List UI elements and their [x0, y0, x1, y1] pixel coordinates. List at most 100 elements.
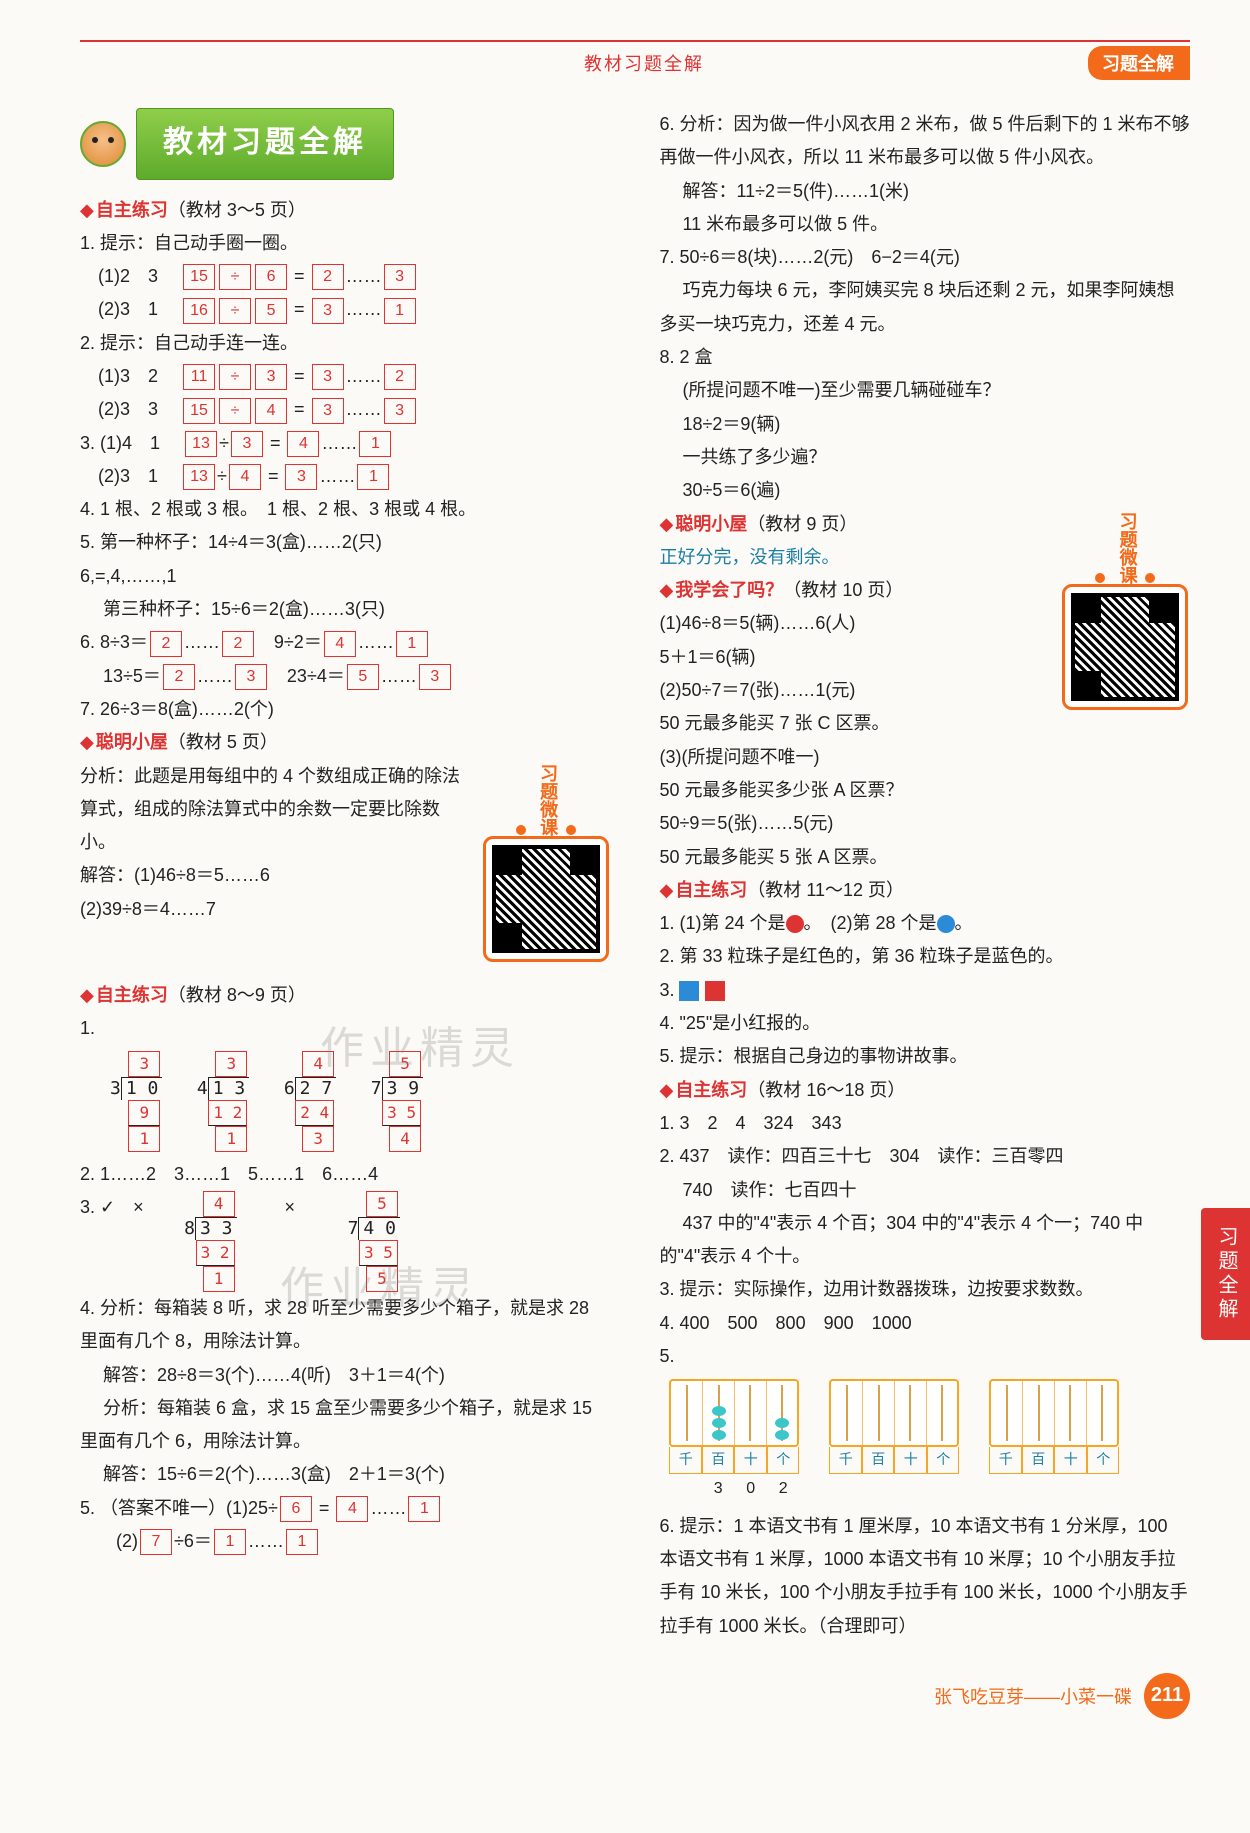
wx7: 50÷9＝5(张)……5(元)	[659, 807, 1190, 840]
long-division: 462 72 43	[279, 1051, 336, 1152]
q5-pre: 5. （答案不唯一）(1)25÷	[80, 1498, 278, 1518]
box: 1	[384, 298, 416, 324]
box: 3	[312, 398, 344, 424]
box: 15	[183, 264, 215, 290]
q1-2-pre: (2)3 1	[98, 299, 176, 319]
q6a2-pre: 9÷2＝	[256, 632, 322, 652]
q4d: 解答：15÷6＝2(个)……3(盒) 2＋1＝3(个)	[80, 1458, 611, 1491]
q6a-pre: 6. 8÷3＝	[80, 632, 148, 652]
long-division: 574 03 55	[343, 1191, 400, 1292]
box: 13	[183, 464, 215, 490]
qr-label: 习题微课	[1110, 512, 1143, 584]
box: 1	[408, 1496, 440, 1522]
q3-1-pre: 3. (1)4 1	[80, 433, 178, 453]
q2line: 2. 1……2 3……1 5……1 6……4	[80, 1158, 611, 1191]
page-main-title: 教材习题全解	[136, 108, 394, 180]
r-q7b: 巧克力每块 6 元，李阿姨买完 8 块后还剩 2 元，如果李阿姨想多买一块巧克力…	[659, 274, 1190, 341]
box: ÷	[219, 364, 251, 390]
wx6: 50 元最多能买多少张 A 区票？	[659, 774, 1190, 807]
q4: 4. 1 根、2 根或 3 根。 1 根、2 根、3 根或 4 根。	[80, 493, 611, 526]
box: 11	[183, 364, 215, 390]
q2-intro: 2. 提示：自己动手连一连。	[80, 327, 611, 360]
box: 3	[384, 264, 416, 290]
r-q6a: 6. 分析：因为做一件小风衣用 2 米布，做 5 件后剩下的 1 米布不够再做一…	[659, 108, 1190, 175]
box: 2	[312, 264, 344, 290]
y4: 4. 400 500 800 900 1000	[659, 1307, 1190, 1340]
title-bar: 教材习题全解	[80, 108, 611, 180]
long-division: 483 33 21	[180, 1191, 237, 1292]
q7: 7. 26÷3＝8(盒)……2(个)	[80, 693, 611, 726]
sec-zizhu-2-ref: （教材 8～9 页）	[168, 985, 306, 1005]
box: 4	[324, 631, 356, 657]
q6b2-pre: 23÷4＝	[269, 666, 345, 686]
q6b-pre: 13÷5＝	[80, 666, 161, 686]
sec-zizhu-1-ref: （教材 3～5 页）	[168, 200, 306, 220]
sec-congming-2: 聪明小屋	[675, 514, 747, 534]
box: 1	[214, 1529, 246, 1555]
box: 3	[312, 364, 344, 390]
blue-circle-icon	[937, 915, 955, 933]
sec-woxue-ref: （教材 10 页）	[783, 580, 903, 600]
sec-zizhu-2: 自主练习	[96, 985, 168, 1005]
box: 2	[222, 631, 254, 657]
box: 5	[347, 664, 379, 690]
q3-pre: 3. ✓ ×	[80, 1191, 162, 1224]
q1-intro: 1. 提示：自己动手圈一圈。	[80, 227, 611, 260]
qr-block-right: 习题微课	[1060, 512, 1190, 721]
q5a: 5. 第一种杯子：14÷4＝3(盒)……2(只)	[80, 526, 611, 559]
r-q6b: 解答：11÷2＝5(件)……1(米)	[659, 175, 1190, 208]
abacus: 千百十个	[829, 1379, 959, 1503]
long-division: 331 091	[110, 1051, 162, 1152]
q3-mid: ×	[267, 1191, 314, 1292]
qr-code-icon	[1071, 593, 1179, 701]
box: ÷	[219, 398, 251, 424]
r-q8b: (所提问题不唯一)至少需要几辆碰碰车？	[659, 374, 1190, 407]
q2-1-pre: (1)3 2	[98, 366, 176, 386]
q1-1-pre: (1)2 3	[98, 266, 176, 286]
box: ÷	[219, 298, 251, 324]
box: 13	[185, 431, 217, 457]
box: 4	[336, 1496, 368, 1522]
y6: 6. 提示：1 本语文书有 1 厘米厚，10 本语文书有 1 分米厚，100 本…	[659, 1510, 1190, 1643]
r-q8a: 8. 2 盒	[659, 341, 1190, 374]
q4a: 4. 分析：每箱装 8 听，求 28 听至少需要多少个箱子，就是求 28 里面有…	[80, 1292, 611, 1359]
q4c: 分析：每箱装 6 盒，求 15 盒至少需要多少个箱子，就是求 15 里面有几个 …	[80, 1392, 611, 1459]
z1a: 1. (1)第 24 个是	[659, 913, 785, 933]
long-division-row: 331 091341 31 21462 72 43573 93 54	[110, 1051, 611, 1152]
footer-proverb: 张飞吃豆芽——小菜一碟	[934, 1683, 1132, 1709]
long-division: 341 31 21	[192, 1051, 249, 1152]
header-center: 教材习题全解	[200, 50, 1088, 76]
sec-congming-1: 聪明小屋	[96, 732, 168, 752]
face-icon	[80, 121, 126, 167]
y3: 3. 提示：实际操作，边用计数器拨珠，边按要求数数。	[659, 1273, 1190, 1306]
footer: 张飞吃豆芽——小菜一碟 211	[80, 1673, 1190, 1719]
long-division-row-2: 483 33 21 × 574 03 55	[180, 1191, 400, 1292]
q5b: 6,=,4,……,1	[80, 560, 611, 593]
box: 6	[280, 1496, 312, 1522]
box: 3	[384, 398, 416, 424]
q5-2-mid: ÷6＝	[174, 1531, 212, 1551]
y2c: 437 中的"4"表示 4 个百；304 中的"4"表示 4 个一；740 中的…	[659, 1207, 1190, 1274]
box: 3	[312, 298, 344, 324]
sec-zizhu-4-ref: （教材 16～18 页）	[747, 1080, 905, 1100]
side-tab: 习题全解	[1201, 1208, 1250, 1340]
q3-2-pre: (2)3 1	[98, 466, 176, 486]
z1c: 。	[955, 913, 973, 933]
z5: 5. 提示：根据自己身边的事物讲故事。	[659, 1040, 1190, 1073]
right-column: 习题全解 6. 分析：因为做一件小风衣用 2 米布，做 5 件后剩下的 1 米布…	[659, 108, 1190, 1643]
r-q8c: 18÷2＝9(辆)	[659, 408, 1190, 441]
y2b: 740 读作：七百四十	[659, 1174, 1190, 1207]
qr-code-icon	[492, 845, 600, 953]
sec-congming-1-ref: （教材 5 页）	[168, 732, 278, 752]
box: 1	[286, 1529, 318, 1555]
box: ÷	[219, 264, 251, 290]
y2a: 2. 437 读作：四百三十七 304 读作：三百零四	[659, 1140, 1190, 1173]
box: 3	[285, 464, 317, 490]
box: 15	[183, 398, 215, 424]
r-q6c: 11 米布最多可以做 5 件。	[659, 208, 1190, 241]
q4b: 解答：28÷8＝3(个)……4(听) 3＋1＝4(个)	[80, 1359, 611, 1392]
q2-2-pre: (2)3 3	[98, 399, 176, 419]
qr-block-left: 习题微课	[481, 764, 611, 973]
abacus: 千百十个302	[669, 1379, 799, 1503]
r-q8d: 一共练了多少遍？	[659, 441, 1190, 474]
